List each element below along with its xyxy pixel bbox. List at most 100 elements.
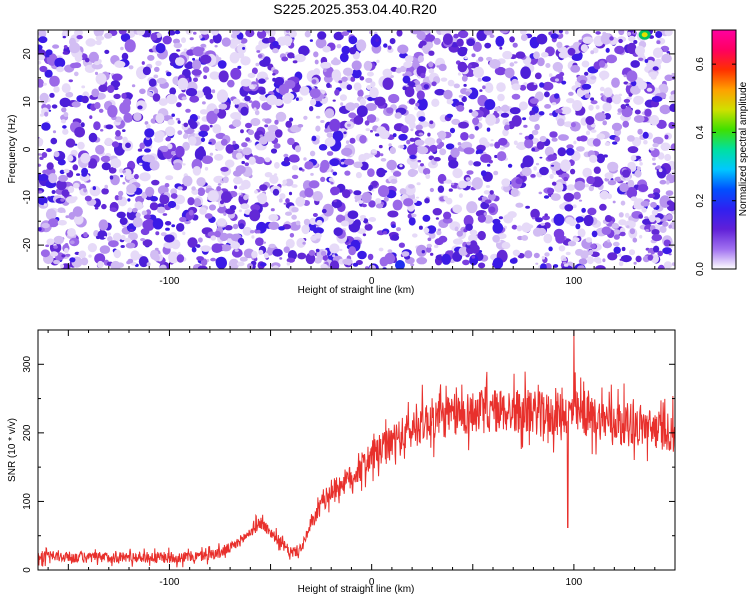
heatmap-speckle <box>478 197 483 201</box>
heatmap-speckle <box>496 151 507 162</box>
heatmap-speckle <box>494 154 498 159</box>
heatmap-speckle <box>209 124 213 128</box>
heatmap-speckle <box>481 76 491 82</box>
heatmap-speckle <box>97 260 104 269</box>
heatmap-speckle <box>555 233 565 244</box>
heatmap-speckle <box>176 223 185 232</box>
heatmap-speckle <box>433 157 441 162</box>
heatmap-speckle <box>228 258 240 269</box>
heatmap-speckle <box>399 145 405 149</box>
heatmap-speckle <box>424 137 436 146</box>
heatmap-speckle <box>199 207 207 215</box>
heatmap-speckle <box>347 263 351 266</box>
heatmap-speckle <box>356 228 367 235</box>
heatmap-speckle <box>445 197 453 205</box>
heatmap-speckle <box>232 98 241 105</box>
heatmap-speckle <box>120 234 126 241</box>
heatmap-speckle <box>216 186 222 192</box>
heatmap-speckle <box>635 255 642 263</box>
heatmap-speckle <box>349 47 357 55</box>
heatmap-speckle <box>331 69 342 81</box>
heatmap-speckle <box>242 46 246 50</box>
heatmap-speckle <box>312 191 324 202</box>
heatmap-speckle <box>421 250 425 254</box>
heatmap-speckle <box>383 196 389 202</box>
heatmap-speckle <box>531 129 539 136</box>
heatmap-speckle <box>477 214 486 223</box>
heatmap-speckle <box>116 211 126 219</box>
heatmap-speckle <box>233 176 243 185</box>
heatmap-speckle <box>475 149 484 154</box>
heatmap-speckle <box>635 45 645 56</box>
heatmap-speckle <box>458 121 469 129</box>
heatmap-speckle <box>490 139 494 142</box>
heatmap-speckle <box>521 222 532 233</box>
heatmap-speckle <box>654 58 663 65</box>
heatmap-speckle <box>614 45 625 55</box>
heatmap-speckle <box>388 93 400 104</box>
heatmap-speckle <box>197 265 208 269</box>
heatmap-speckle <box>322 203 334 217</box>
heatmap-speckle <box>115 130 121 137</box>
heatmap-speckle <box>50 137 58 145</box>
heatmap-speckle <box>497 93 505 102</box>
heatmap-speckle <box>598 60 606 68</box>
heatmap-speckle <box>660 142 671 151</box>
heatmap-speckle <box>417 160 422 163</box>
heatmap-speckle <box>630 85 641 95</box>
heatmap-speckle <box>107 232 111 236</box>
heatmap-speckle <box>396 30 403 37</box>
heatmap-speckle <box>83 232 88 238</box>
heatmap-speckle <box>632 156 637 161</box>
heatmap-speckle <box>285 41 292 47</box>
heatmap-speckle <box>652 66 659 71</box>
heatmap-speckle <box>324 108 335 119</box>
heatmap-speckle <box>162 213 168 216</box>
heatmap-speckle <box>369 265 376 269</box>
heatmap-speckle <box>510 188 519 197</box>
heatmap-speckle <box>626 31 632 36</box>
heatmap-speckle <box>566 144 574 149</box>
heatmap-speckle <box>492 257 504 269</box>
snr-y-tick-label: 300 <box>22 356 33 373</box>
heatmap-speckle <box>649 147 655 151</box>
heatmap-speckle <box>501 178 511 187</box>
heatmap-speckle <box>303 115 308 120</box>
heatmap-speckle <box>650 74 657 80</box>
heatmap-speckle <box>238 223 245 230</box>
heatmap-speckle <box>532 227 543 237</box>
heatmap-speckle <box>257 192 268 205</box>
heatmap-speckle <box>533 252 540 259</box>
heatmap-speckle <box>357 250 367 260</box>
heatmap-speckle <box>639 162 643 166</box>
heatmap-speckle <box>423 227 430 233</box>
heatmap-speckle <box>367 168 375 178</box>
heatmap-speckle <box>46 148 52 153</box>
heatmap-speckle <box>215 256 227 269</box>
heatmap-speckle <box>93 121 101 131</box>
heatmap-speckle <box>182 134 189 139</box>
heatmap-speckle <box>347 210 359 219</box>
heatmap-speckle <box>375 198 382 205</box>
heatmap-speckle <box>275 111 287 122</box>
heatmap-speckle <box>56 179 67 191</box>
heatmap-speckle <box>294 145 302 153</box>
heatmap-speckle <box>89 185 101 197</box>
heatmap-speckle <box>424 198 430 204</box>
heatmap-speckle <box>332 171 338 176</box>
colorbar-ticks: 0.0 0.2 0.4 0.6 <box>695 57 736 276</box>
heatmap-speckle <box>65 253 71 257</box>
heatmap-speckle <box>153 254 160 262</box>
heatmap-speckle <box>489 34 495 38</box>
heatmap-speckle <box>109 175 114 180</box>
heatmap-speckle <box>577 265 585 269</box>
heatmap-speckle <box>166 94 178 105</box>
heatmap-speckle <box>415 84 422 93</box>
heatmap-speckle <box>547 154 557 162</box>
heatmap-speckle <box>318 98 322 102</box>
heatmap-speckle <box>540 222 545 226</box>
heatmap-speckle <box>164 126 176 137</box>
heatmap-speckle <box>231 248 243 258</box>
heatmap-speckle <box>152 93 161 102</box>
heatmap-speckle <box>529 110 536 117</box>
